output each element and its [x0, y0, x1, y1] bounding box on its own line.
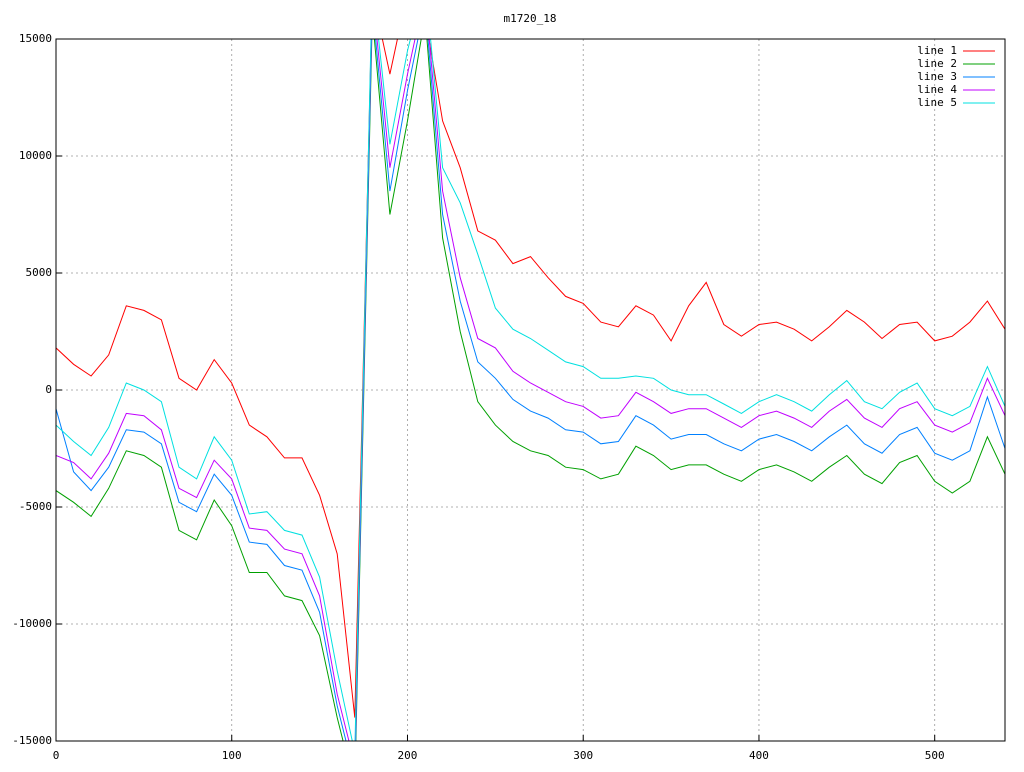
- series-line: [56, 39, 1005, 741]
- series-line: [56, 39, 1005, 741]
- y-tick-label: -10000: [12, 617, 52, 630]
- y-tick-label: 0: [45, 383, 52, 396]
- y-tick-label: -5000: [19, 500, 52, 513]
- legend-label: line 3: [917, 70, 957, 83]
- x-tick-label: 200: [398, 749, 418, 762]
- x-tick-label: 300: [573, 749, 593, 762]
- y-tick-label: 5000: [26, 266, 53, 279]
- y-tick-label: -15000: [12, 734, 52, 747]
- plot-frame: [55, 38, 1006, 742]
- chart-title: m1720_18: [504, 12, 557, 25]
- y-tick-label: 10000: [19, 149, 52, 162]
- x-tick-label: 0: [53, 749, 60, 762]
- plot-lines: [56, 39, 1005, 741]
- series-line: [56, 39, 1005, 718]
- x-tick-label: 400: [749, 749, 769, 762]
- x-tick-label: 100: [222, 749, 242, 762]
- series-line: [56, 39, 1005, 741]
- legend-label: line 4: [917, 83, 957, 96]
- legend-label: line 5: [917, 96, 957, 109]
- y-tick-label: 15000: [19, 32, 52, 45]
- x-tick-label: 500: [925, 749, 945, 762]
- legend-label: line 2: [917, 57, 957, 70]
- series-line: [56, 39, 1005, 741]
- legend-label: line 1: [917, 44, 957, 57]
